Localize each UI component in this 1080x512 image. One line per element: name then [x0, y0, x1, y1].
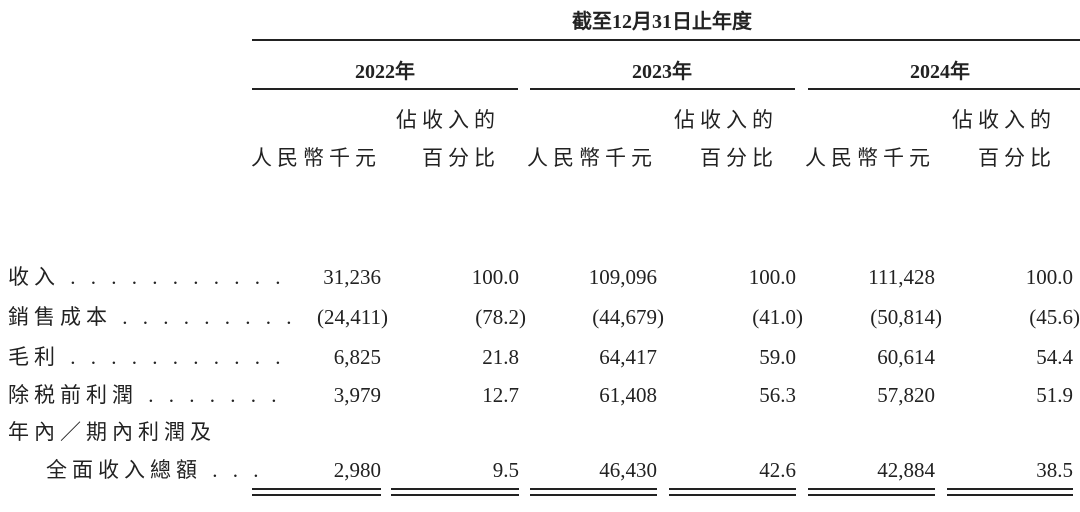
column-header: 百分比	[700, 146, 778, 170]
cell-value: 2,980	[333, 458, 381, 482]
cell-value: (41.0)	[752, 305, 803, 329]
cell-value: 100.0	[1025, 265, 1073, 289]
cell-value: 111,428	[868, 265, 935, 289]
cell-value: 54.4	[1036, 345, 1073, 369]
column-header: 佔收入的	[952, 108, 1056, 132]
cell-value: 3,979	[333, 383, 381, 407]
year-header: 2022年	[355, 61, 415, 83]
column-header: 人民幣千元	[527, 146, 657, 170]
cell-value: (45.6)	[1029, 305, 1080, 329]
year-header: 2024年	[910, 61, 970, 83]
cell-value: 9.5	[492, 458, 519, 482]
cell-value: 109,096	[588, 265, 657, 289]
row-label: 全面收入總額 . . .	[46, 458, 264, 482]
row-label: 毛利 . . . . . . . . . . .	[8, 345, 286, 369]
cell-value: 12.7	[482, 383, 519, 407]
column-header: 佔收入的	[396, 108, 500, 132]
cell-value: 51.9	[1036, 383, 1073, 407]
row-label: 年內／期內利潤及	[8, 420, 216, 444]
cell-value: 61,408	[599, 383, 657, 407]
column-header: 百分比	[422, 146, 500, 170]
column-header: 人民幣千元	[251, 146, 381, 170]
cell-value: 31,236	[323, 265, 381, 289]
cell-value: 100.0	[748, 265, 796, 289]
cell-value: (24,411)	[317, 305, 388, 329]
column-header: 人民幣千元	[805, 146, 935, 170]
cell-value: (78.2)	[475, 305, 526, 329]
cell-value: 57,820	[877, 383, 935, 407]
cell-value: 56.3	[759, 383, 796, 407]
cell-value: 100.0	[471, 265, 519, 289]
cell-value: 59.0	[759, 345, 796, 369]
cell-value: 46,430	[599, 458, 657, 482]
column-header: 百分比	[978, 146, 1056, 170]
year-header: 2023年	[632, 61, 692, 83]
row-label: 除税前利潤 . . . . . . .	[8, 383, 282, 407]
period-header: 截至12月31日止年度	[572, 11, 752, 33]
row-label: 收入 . . . . . . . . . . .	[8, 265, 286, 289]
cell-value: (44,679)	[592, 305, 664, 329]
cell-value: 42.6	[759, 458, 796, 482]
cell-value: 60,614	[877, 345, 935, 369]
cell-value: (50,814)	[870, 305, 942, 329]
double-rules	[252, 488, 1073, 496]
row-label: 銷售成本 . . . . . . . . .	[8, 305, 297, 329]
cell-value: 38.5	[1036, 458, 1073, 482]
cell-value: 64,417	[599, 345, 657, 369]
cell-value: 6,825	[333, 345, 381, 369]
column-header: 佔收入的	[674, 108, 778, 132]
cell-value: 21.8	[482, 345, 519, 369]
cell-value: 42,884	[877, 458, 935, 482]
